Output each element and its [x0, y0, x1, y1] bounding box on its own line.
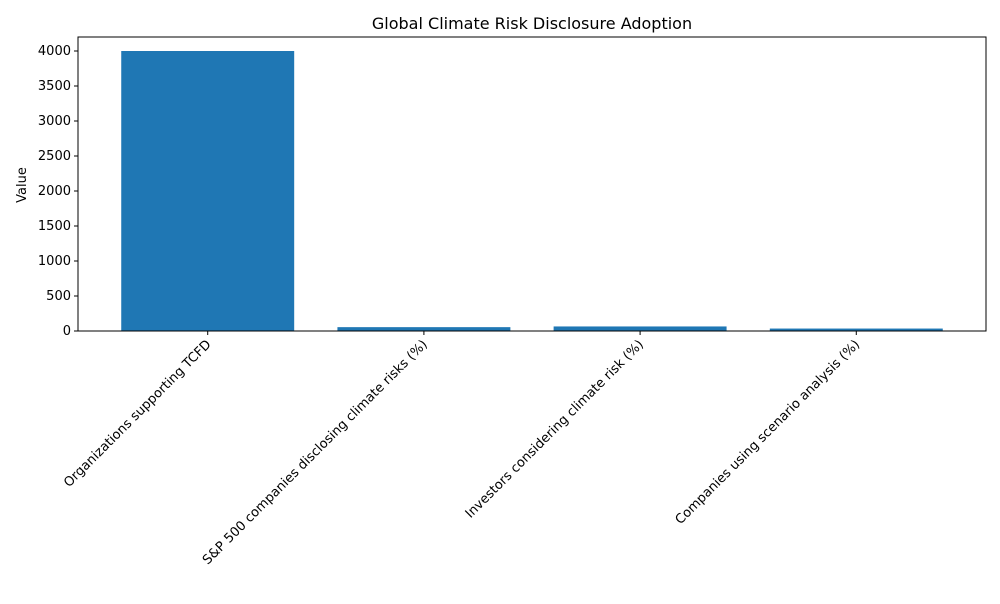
- y-tick-label: 2500: [38, 149, 71, 164]
- plot-frame: [77, 36, 987, 332]
- y-axis: 0 500 1000 1500 2000 2500 3000 3500 4000: [38, 44, 78, 339]
- y-tick-label: 4000: [38, 44, 71, 59]
- x-tick-label: Organizations supporting TCFD: [61, 337, 214, 490]
- y-tick-label: 1000: [38, 254, 71, 269]
- y-tick-label: 3500: [38, 79, 71, 94]
- bar: [337, 327, 511, 331]
- bars-layer: [121, 51, 943, 331]
- y-tick-label: 3000: [38, 114, 71, 129]
- x-tick-label: Investors considering climate risk (%): [463, 337, 647, 521]
- bar: [121, 51, 295, 331]
- chart-title: Global Climate Risk Disclosure Adoption: [372, 14, 692, 33]
- y-tick-label: 1500: [38, 219, 71, 234]
- bar: [769, 328, 943, 331]
- x-tick-label: S&P 500 companies disclosing climate ris…: [200, 337, 431, 568]
- x-tick-label: Companies using scenario analysis (%): [673, 337, 863, 527]
- y-tick-label: 2000: [38, 184, 71, 199]
- bar: [553, 326, 727, 331]
- y-tick-label: 500: [46, 289, 71, 304]
- y-axis-label: Value: [15, 167, 30, 203]
- y-tick-label: 0: [63, 324, 71, 339]
